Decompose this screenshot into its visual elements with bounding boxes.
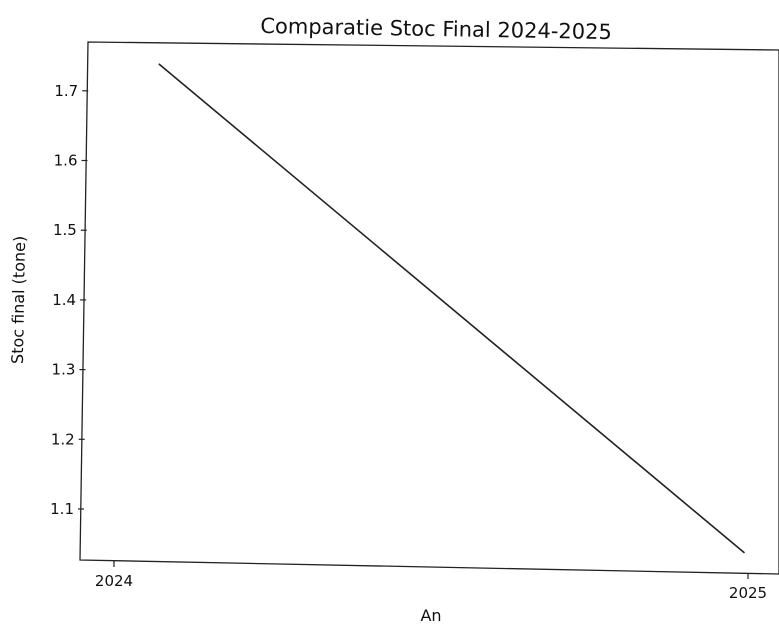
x-axis-ticks: 2024 2025 [95, 561, 767, 602]
chart-title: Comparatie Stoc Final 2024-2025 [260, 14, 612, 44]
y-tick-label: 1.4 [52, 291, 76, 309]
y-tick-label: 1.5 [53, 221, 77, 239]
y-tick-label: 1.7 [54, 82, 78, 100]
series-line-0 [158, 63, 746, 554]
series-layer [158, 63, 746, 554]
y-tick-label: 1.1 [50, 500, 74, 518]
y-tick-label: 1.6 [54, 152, 78, 170]
y-tick-label: 1.2 [51, 430, 75, 448]
y-axis-label: Stoc final (tone) [8, 236, 29, 364]
plot-frame [79, 41, 779, 575]
y-axis-ticks: 1.1 1.2 1.3 1.4 1.5 1.6 1.7 [50, 82, 89, 518]
y-tick-label: 1.3 [52, 361, 76, 379]
x-tick-label: 2025 [729, 584, 767, 602]
x-axis-label: An [420, 606, 441, 624]
x-tick-label: 2024 [95, 572, 133, 590]
